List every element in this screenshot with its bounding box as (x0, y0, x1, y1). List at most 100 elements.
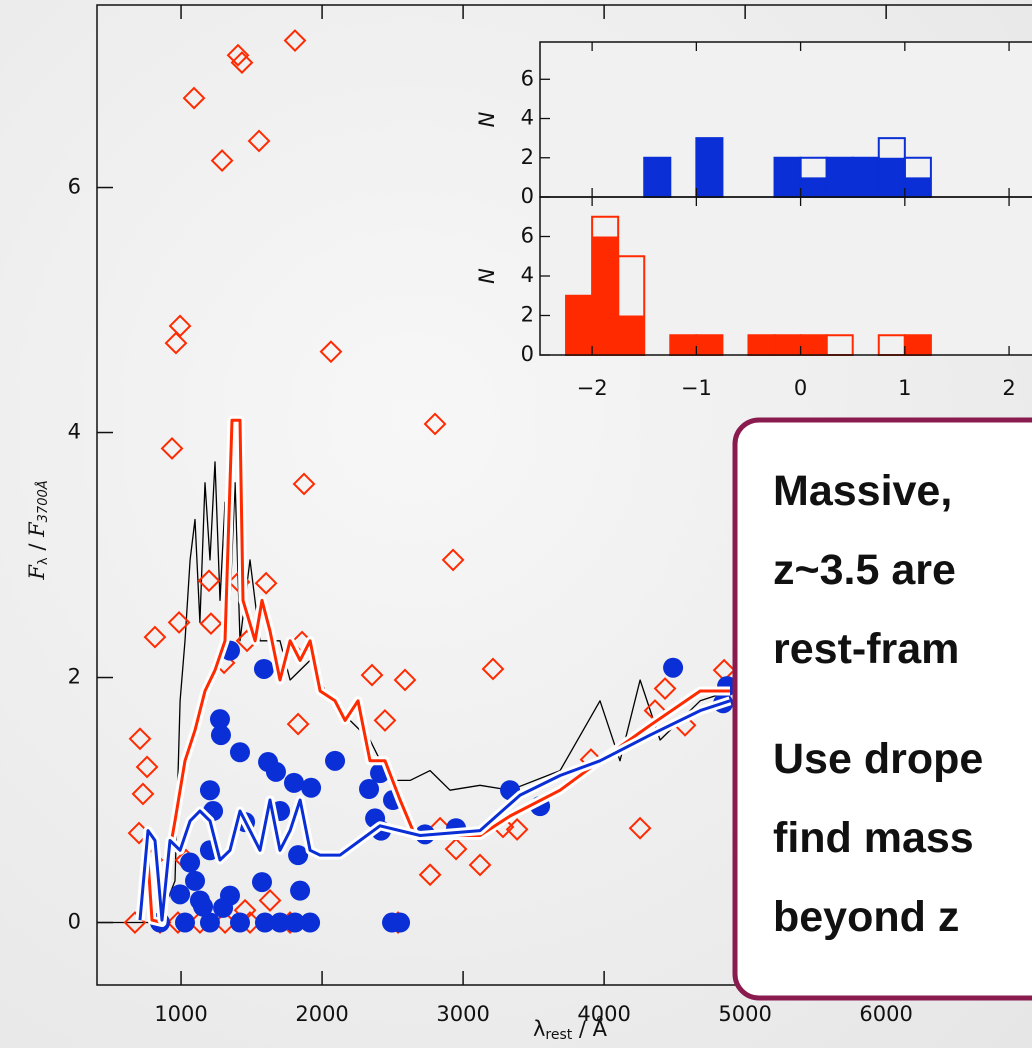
diamond-point (197, 569, 221, 593)
line (138, 418, 730, 924)
diamond-point (441, 548, 465, 572)
x-tick-label: 0 (794, 376, 807, 400)
diamond-point (653, 677, 677, 700)
y-tick-label: 4 (68, 420, 81, 444)
line (138, 699, 731, 922)
x-tick-label: 1000 (154, 1002, 207, 1026)
circle-point (193, 896, 214, 917)
x-tick-label: 6000 (859, 1002, 912, 1026)
y-axis-label: Fλ / F3700Å (25, 480, 51, 580)
diamond-point (628, 816, 652, 840)
x-axis-label: λrest / Å (533, 1015, 608, 1043)
diamond-point (444, 837, 468, 861)
histogram-panel: −2 −1 0 1 2 0 2 4 6 N (475, 196, 1032, 400)
diamond-point (254, 571, 278, 595)
circle-point (229, 742, 250, 763)
annotation-line: Massive, (773, 467, 952, 515)
diamond-point (199, 612, 223, 636)
circle-point (284, 772, 305, 793)
annotation-line: Use drope (773, 735, 983, 783)
x-tick-label: 3000 (436, 1002, 489, 1026)
y-tick-label: 2 (521, 303, 534, 327)
x-tick-label: 1 (898, 376, 911, 400)
diamond-point (505, 818, 529, 841)
circle-point (210, 725, 231, 746)
x-label-sub: rest (545, 1027, 572, 1043)
histogram-bar (696, 138, 723, 197)
circle-point (390, 912, 411, 933)
histogram-bar (878, 157, 905, 197)
annotation-line: rest-fram (773, 625, 959, 673)
circle-point (265, 761, 286, 782)
histogram-bar (566, 295, 593, 355)
y-tick-label: 0 (521, 342, 534, 366)
main-frame (96, 4, 1032, 986)
circle-point (290, 880, 311, 901)
y-tick-label: 0 (521, 184, 534, 208)
y-tick-label: 2 (68, 665, 81, 689)
x-label-rest: / Å (572, 1015, 607, 1041)
y-axis-label: N (475, 111, 499, 127)
y-tick-label: 6 (68, 175, 81, 199)
diamond-point (167, 610, 191, 634)
circle-point (325, 750, 346, 771)
x-tick-label: 5000 (718, 1002, 771, 1026)
circle-point (199, 912, 220, 933)
histogram-bar (800, 335, 827, 355)
circle-point (284, 912, 305, 933)
x-tick-label: 2 (1002, 376, 1015, 400)
diamond-point (360, 663, 384, 687)
diamond-point (160, 437, 184, 460)
diamond-point (168, 314, 192, 338)
annotation-line: beyond z (773, 893, 959, 941)
circle-point (185, 870, 206, 891)
y-tick-label: 6 (521, 66, 534, 90)
x-tick-label: 4000 (577, 1002, 630, 1026)
y-label-sub1: λ (36, 557, 51, 565)
diamond-point (247, 129, 271, 153)
circle-point (663, 657, 684, 678)
diamond-point (143, 625, 167, 649)
diamond-point (418, 863, 442, 887)
y-axis-label: N (475, 268, 499, 284)
diamond-point (292, 472, 316, 496)
histogram-bar (592, 236, 619, 355)
diamond-point (131, 782, 155, 806)
diamond-point (468, 853, 492, 877)
annotation-line: find mass (773, 814, 974, 862)
histogram-bar (774, 157, 801, 197)
circle-point (180, 852, 201, 873)
diamond-point (258, 889, 282, 912)
circle-point (229, 912, 250, 933)
diamond-point (393, 668, 417, 692)
histogram-bar (800, 177, 827, 197)
circle-point (301, 777, 322, 798)
histogram-bar (852, 157, 879, 197)
annotation-line: z~3.5 are (773, 546, 956, 594)
histogram-panel: 0 2 4 6 N (475, 41, 1032, 208)
y-label-f2: F (25, 521, 49, 538)
x-tick-label: 2000 (295, 1002, 348, 1026)
circle-point (174, 912, 195, 933)
circle-point (170, 884, 191, 905)
annotation-frame (732, 417, 1032, 1001)
circle-point (199, 780, 220, 801)
y-tick-label: 0 (68, 910, 81, 934)
histogram-bar (618, 315, 645, 355)
x-tick-label: −1 (681, 376, 712, 400)
y-tick-label: 2 (521, 145, 534, 169)
diamond-point (135, 755, 159, 779)
circle-point (288, 845, 309, 866)
circle-point (209, 709, 230, 730)
circle-point (270, 912, 291, 933)
diamond-point (319, 340, 343, 364)
circle-point (300, 912, 321, 933)
y-tick-label: 4 (521, 263, 534, 287)
main-plot (97, 29, 738, 934)
histogram-bar (774, 335, 801, 355)
histogram-bar (904, 177, 931, 197)
circle-point (359, 779, 380, 799)
